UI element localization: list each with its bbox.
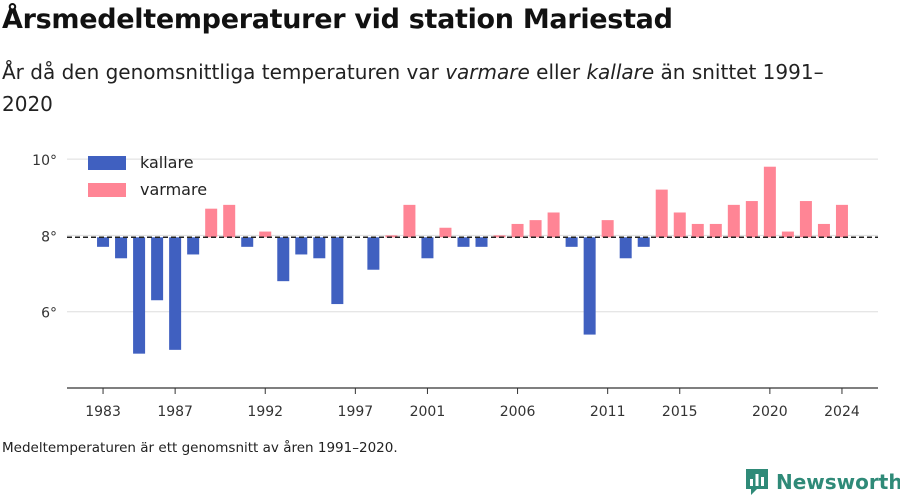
y-tick-label: 10° xyxy=(32,153,57,169)
bar-kallare xyxy=(295,237,308,255)
bar-varmare xyxy=(601,220,614,238)
bar-kallare xyxy=(637,237,650,247)
bar-varmare xyxy=(745,201,758,238)
subtitle-text: År då den genomsnittliga temperaturen va… xyxy=(2,60,446,84)
subtitle-text: eller xyxy=(529,60,587,84)
bar-kallare xyxy=(619,237,632,259)
bar-kallare xyxy=(169,237,182,350)
bar-kallare xyxy=(133,237,146,354)
bar-varmare xyxy=(385,235,398,238)
bar-varmare xyxy=(547,212,560,238)
bar-kallare xyxy=(151,237,164,301)
bar-varmare xyxy=(493,235,506,238)
bar-kallare xyxy=(475,237,488,247)
x-tick-label: 2024 xyxy=(824,404,860,420)
newsworthy-logo-icon xyxy=(746,469,768,495)
bar-kallare xyxy=(277,237,290,282)
bar-varmare xyxy=(781,231,794,238)
bar-varmare xyxy=(673,212,686,238)
legend-label-kallare: kallare xyxy=(140,153,194,172)
bar-varmare xyxy=(817,223,830,238)
bar-varmare xyxy=(511,223,524,238)
bar-varmare xyxy=(655,189,668,238)
x-tick-label: 1987 xyxy=(157,404,193,420)
subtitle-emphasis-colder: kallare xyxy=(586,60,655,84)
bar-kallare xyxy=(97,237,110,247)
bar-varmare xyxy=(259,231,272,238)
x-tick-label: 1992 xyxy=(247,404,283,420)
x-tick-label: 2001 xyxy=(410,404,446,420)
bar-varmare xyxy=(709,223,722,238)
bar-kallare xyxy=(583,237,596,335)
x-tick-label: 1997 xyxy=(338,404,374,420)
bar-varmare xyxy=(205,208,218,238)
bar-varmare xyxy=(529,220,542,238)
subtitle-emphasis-warmer: varmare xyxy=(445,60,530,84)
chart-subtitle: År då den genomsnittliga temperaturen va… xyxy=(2,56,862,120)
x-tick-label: 2006 xyxy=(500,404,536,420)
subtitle-text: än snittet 1991–2020 xyxy=(2,60,824,116)
bar-varmare xyxy=(835,204,848,238)
bar-varmare xyxy=(223,204,236,238)
x-tick-label: 2011 xyxy=(590,404,626,420)
temperature-bar-chart: 6° 8° 10° 1983 1987 1992 1997 2001 2006 2011 2015 2… xyxy=(32,153,878,420)
x-tick-label: 2015 xyxy=(662,404,698,420)
x-tick-label: 1983 xyxy=(85,404,121,420)
newsworthy-logo-text: Newsworthy xyxy=(776,470,900,494)
bar-varmare xyxy=(439,227,452,238)
chart-title: Årsmedeltemperaturer vid station Mariest… xyxy=(2,4,673,35)
bar-kallare xyxy=(241,237,254,247)
bar-varmare xyxy=(691,223,704,238)
x-tick-label: 2020 xyxy=(752,404,788,420)
bar-kallare xyxy=(313,237,326,259)
bar-kallare xyxy=(367,237,380,270)
footnote: Medeltemperaturen är ett genomsnitt av å… xyxy=(2,440,398,456)
bar-kallare xyxy=(565,237,578,247)
bar-kallare xyxy=(187,237,200,255)
bar-varmare xyxy=(799,201,812,238)
bar-kallare xyxy=(331,237,344,305)
bar-kallare xyxy=(421,237,434,259)
bar-kallare xyxy=(457,237,470,247)
y-tick-label: 6° xyxy=(41,306,57,322)
y-tick-label: 8° xyxy=(41,229,57,245)
bar-varmare xyxy=(763,166,776,238)
bar-kallare xyxy=(115,237,128,259)
bar-varmare xyxy=(727,204,740,238)
bar-varmare xyxy=(403,204,416,238)
legend-swatch-kallare xyxy=(88,156,126,170)
legend-swatch-varmare xyxy=(88,183,126,197)
legend-label-varmare: varmare xyxy=(140,180,207,199)
newsworthy-logo: Newsworthy xyxy=(744,466,900,498)
